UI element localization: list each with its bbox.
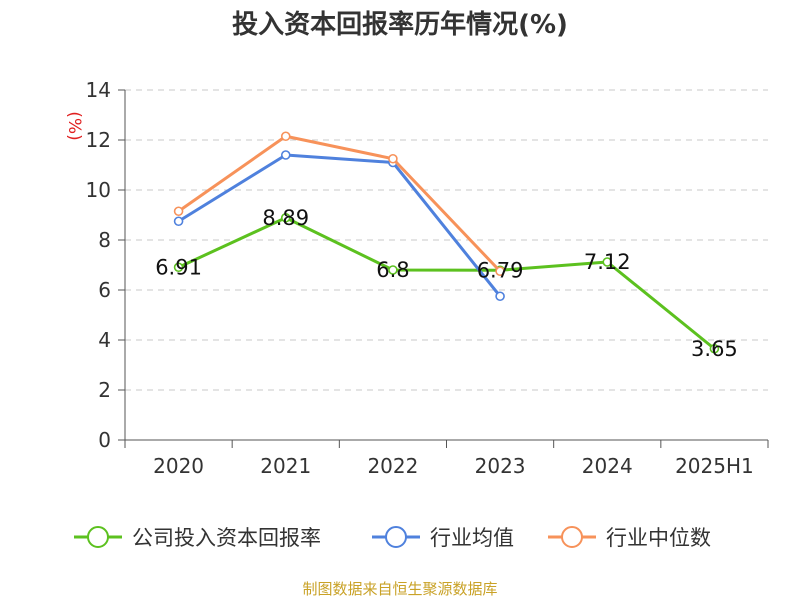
y-tick-label: 0: [98, 428, 111, 452]
chart-title: 投入资本回报率历年情况(%): [232, 9, 568, 40]
x-tick-label: 2024: [582, 454, 633, 478]
data-point: [280, 150, 291, 160]
data-point: [388, 153, 398, 164]
legend-label: 公司投入资本回报率: [132, 526, 321, 550]
legend-label: 行业均值: [430, 526, 514, 550]
data-label: 3.65: [691, 337, 738, 361]
data-label: 6.79: [477, 258, 524, 282]
x-tick-label: 2021: [260, 454, 311, 478]
data-point: [388, 265, 398, 275]
data-label: 7.12: [584, 250, 631, 274]
series-line: [177, 153, 502, 298]
data-label: 8.89: [262, 206, 309, 230]
axes: 0 2 4 6 8 10 12 14 2020 2021 2022 2023 2024 2025H1: [86, 78, 769, 478]
legend-marker: [385, 526, 407, 548]
data-point: [280, 131, 291, 142]
y-axis-unit: (%): [64, 111, 84, 140]
data-point: [709, 343, 720, 354]
data-point: [173, 206, 184, 217]
x-tick-label: 2023: [475, 454, 526, 478]
legend-marker: [87, 526, 109, 548]
legend-marker: [561, 526, 583, 548]
data-point: [495, 266, 505, 277]
legend: 公司投入资本回报率 行业均值 行业中位数: [74, 526, 711, 550]
data-label: 6.91: [155, 255, 202, 279]
data-point: [173, 262, 184, 273]
y-tick-label: 14: [86, 78, 111, 102]
y-tick-label: 4: [98, 328, 111, 352]
data-point: [280, 212, 291, 223]
x-tick-label: 2022: [367, 454, 418, 478]
series-line: [177, 134, 502, 273]
y-tick-label: 6: [98, 278, 111, 302]
data-point: [495, 291, 505, 302]
data-point: [602, 257, 613, 267]
source-note: 制图数据来自恒生聚源数据库: [302, 580, 497, 598]
data-label: 6.8: [376, 258, 409, 282]
grid: [125, 89, 768, 391]
y-tick-label: 8: [98, 228, 111, 252]
y-tick-label: 12: [86, 128, 111, 152]
x-tick-label: 2020: [153, 454, 204, 478]
data-point: [173, 216, 184, 227]
y-tick-label: 2: [98, 378, 111, 402]
series: [173, 131, 720, 354]
data-labels: 6.91 8.89 6.8 6.79 7.12 3.65: [155, 206, 738, 361]
series-line: [177, 216, 716, 350]
x-tick-label: 2025H1: [675, 454, 754, 478]
legend-label: 行业中位数: [606, 526, 711, 550]
y-tick-label: 10: [86, 178, 111, 202]
